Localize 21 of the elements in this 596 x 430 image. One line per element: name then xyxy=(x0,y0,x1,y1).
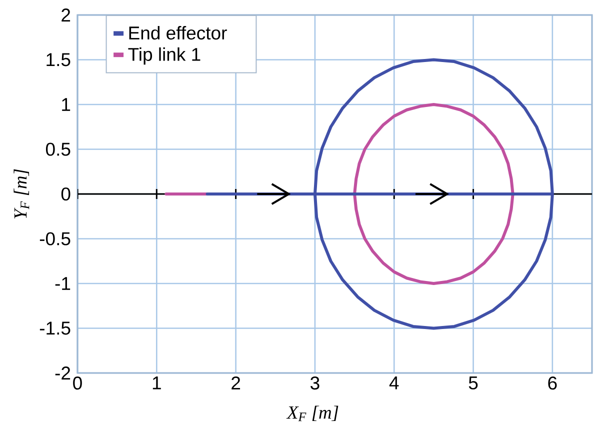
x-tick-label: 6 xyxy=(548,376,557,390)
line-series xyxy=(206,58,554,330)
x-tick-label: 2 xyxy=(232,376,240,390)
x-tick-label: 4 xyxy=(389,376,399,390)
y-tick-label: 0.5 xyxy=(46,142,70,156)
x-tick-label: 5 xyxy=(468,376,478,390)
legend-label: End effector xyxy=(129,26,227,40)
y-tick-label: 2 xyxy=(62,8,70,22)
y-tick-label: -0.5 xyxy=(40,232,70,246)
y-tick-label: -1 xyxy=(55,277,70,290)
y-tick-label: 0 xyxy=(61,187,70,201)
y-tick-label: 1 xyxy=(62,98,70,111)
y-tick-label: -2 xyxy=(55,366,70,380)
x-tick-label: 3 xyxy=(310,376,320,390)
y-tick-label: 1.5 xyxy=(46,53,70,66)
legend-label: Tip link 1 xyxy=(128,47,200,65)
x-axis-title: X$_{F}$ [m] xyxy=(286,406,338,422)
y-axis-title: Y$_{F}$ [m] xyxy=(14,169,30,218)
x-tick-label: 0 xyxy=(73,376,82,390)
x-tick-label: 1 xyxy=(152,376,161,390)
y-tick-label: -1.5 xyxy=(40,322,70,335)
